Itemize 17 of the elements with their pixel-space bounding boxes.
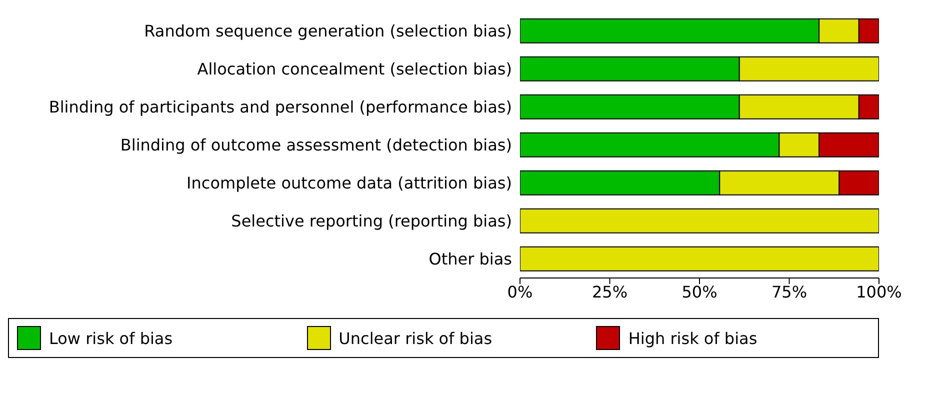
- y-tick-label: Selective reporting (reporting bias): [231, 212, 512, 231]
- legend-label: Low risk of bias: [49, 328, 173, 348]
- x-tick-label: 0%: [507, 282, 533, 302]
- legend-label: Unclear risk of bias: [338, 328, 492, 348]
- y-tick-label: Incomplete outcome data (attrition bias): [186, 174, 512, 193]
- y-tick-label: Blinding of outcome assessment (detection bias): [120, 136, 512, 155]
- y-tick-label: Blinding of participants and personnel (performance bias): [48, 98, 512, 117]
- y-tick-label: Random sequence generation (selection bias): [144, 22, 512, 41]
- bar: [520, 208, 879, 234]
- x-tick-label: 100%: [856, 282, 902, 302]
- x-tick-label: 25%: [592, 282, 628, 302]
- y-tick-label: Allocation concealment (selection bias): [197, 60, 512, 79]
- y-tick-label: Other bias: [428, 250, 512, 269]
- x-tick-label: 50%: [682, 282, 718, 302]
- legend-label: High risk of bias: [628, 328, 758, 348]
- bar: [520, 246, 879, 272]
- x-tick-label: 75%: [771, 282, 808, 302]
